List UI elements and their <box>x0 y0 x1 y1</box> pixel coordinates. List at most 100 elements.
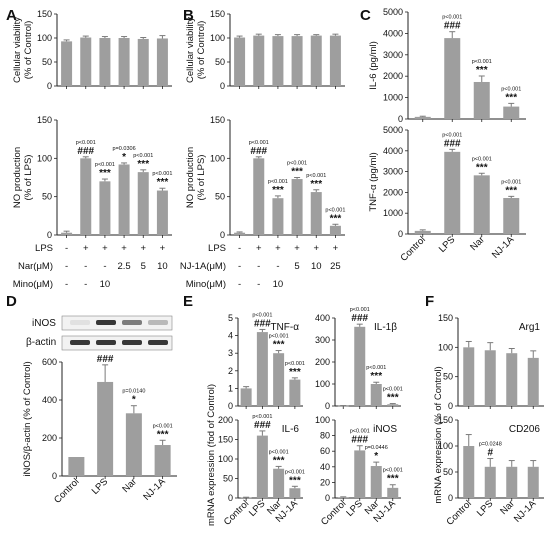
category-label: Control <box>222 498 251 527</box>
chart-e-il6: 050100150200IL-6###p<0.001***p<0.001***p… <box>218 414 305 528</box>
p-value-label: p<0.001 <box>252 312 272 318</box>
bar <box>256 435 268 498</box>
bar <box>273 353 285 406</box>
chart-title: CD206 <box>509 424 541 435</box>
p-value-label: p<0.001 <box>442 132 462 138</box>
y-axis-label: iNOS/β-actin (% of Control) <box>22 361 33 476</box>
e-shared-ylabel: mRNA expression (fod of Control) <box>206 384 217 526</box>
y-tick-label: 50 <box>42 57 52 67</box>
bar <box>484 466 496 498</box>
y-tick-label: 100 <box>438 342 453 352</box>
bar <box>354 450 366 498</box>
significance-mark: *** <box>505 185 517 196</box>
bar <box>444 38 461 119</box>
y-tick-label: 3000 <box>383 167 403 177</box>
y-tick-label: 1000 <box>383 208 403 218</box>
y-tick-label: 150 <box>438 313 453 323</box>
y-tick-label: 2000 <box>383 187 403 197</box>
y-tick-label: 150 <box>210 115 225 125</box>
bar <box>506 466 518 498</box>
significance-mark: ### <box>254 318 271 329</box>
blot-band <box>96 320 116 325</box>
y-tick-label: 150 <box>37 115 52 125</box>
significance-mark: *** <box>272 185 284 196</box>
p-value-label: p<0.001 <box>442 15 462 21</box>
y-tick-label: 20 <box>320 477 330 487</box>
bar <box>463 347 475 406</box>
bar <box>68 457 85 476</box>
significance-mark: * <box>122 152 126 163</box>
significance-mark: ### <box>97 354 114 365</box>
bar <box>370 466 382 498</box>
y-tick-label: 50 <box>42 192 52 202</box>
bar <box>234 37 246 86</box>
chart-e-inos: 020406080100iNOS###p<0.001*p=0.0446***p<… <box>315 415 403 528</box>
bar <box>253 158 265 235</box>
significance-mark: *** <box>387 393 399 404</box>
y-tick-label: 0 <box>228 493 233 503</box>
category-label: Control <box>319 498 348 527</box>
bar <box>503 106 520 119</box>
significance-mark: *** <box>310 179 322 190</box>
y-tick-label: 4000 <box>383 28 403 38</box>
y-tick-label: 0 <box>325 401 330 411</box>
y-tick-label: 0 <box>47 230 52 240</box>
bar <box>527 357 539 406</box>
y-tick-label: 600 <box>42 357 57 367</box>
condition-cell: 5 <box>294 261 299 272</box>
category-label: LPS <box>344 498 364 518</box>
significance-mark: *** <box>273 455 285 466</box>
bar <box>118 164 130 235</box>
y-tick-label: 300 <box>315 335 330 345</box>
bar <box>234 232 246 235</box>
p-value-label: p<0.001 <box>252 414 272 420</box>
significance-mark: *** <box>137 159 149 170</box>
bar <box>272 36 284 86</box>
y-tick-label: 100 <box>210 153 225 163</box>
condition-row-label: Mino(μM) <box>186 279 226 290</box>
blot-band <box>70 320 90 325</box>
bar <box>289 488 301 498</box>
panel-letter-d: D <box>6 293 17 310</box>
p-value-label: p<0.001 <box>152 171 172 177</box>
condition-row-label: LPS <box>208 243 226 254</box>
bar <box>80 158 92 235</box>
bar <box>387 404 399 406</box>
condition-cell: - <box>65 261 68 272</box>
condition-cell: - <box>238 243 241 254</box>
bar <box>414 116 431 119</box>
y-tick-label: 0 <box>228 401 233 411</box>
p-value-label: p<0.001 <box>472 59 492 65</box>
p-value-label: p<0.001 <box>95 162 115 168</box>
bar <box>463 446 475 498</box>
y-tick-label: 50 <box>215 57 225 67</box>
condition-cell: + <box>102 243 108 254</box>
condition-cell: - <box>65 279 68 290</box>
chart-e-tnf: 012345TNF-α###p<0.001***p<0.001***p<0.00… <box>228 312 305 411</box>
y-tick-label: 4 <box>228 331 233 341</box>
bar <box>506 353 518 406</box>
category-label: NJ-1A <box>490 234 517 261</box>
blot-band <box>70 340 90 345</box>
panel-letter-a: A <box>6 7 17 24</box>
p-value-label: p<0.001 <box>501 179 521 185</box>
y-tick-label: 2 <box>228 366 233 376</box>
bar <box>291 179 303 235</box>
significance-mark: ### <box>250 146 267 157</box>
significance-mark: *** <box>157 177 169 188</box>
p-value-label: p<0.001 <box>350 429 370 435</box>
y-axis-label: Cellular viability <box>12 17 23 83</box>
condition-cell: 10 <box>311 261 322 272</box>
condition-cell: + <box>275 243 281 254</box>
condition-cell: 10 <box>157 261 168 272</box>
y-axis-label: IL-6 (pg/ml) <box>368 41 379 90</box>
y-axis-label: (% of Control) <box>196 21 207 80</box>
y-tick-label: 0 <box>325 493 330 503</box>
p-value-label: p<0.001 <box>325 207 345 213</box>
p-value-label: p<0.001 <box>350 307 370 313</box>
significance-mark: *** <box>476 162 488 173</box>
bar <box>253 35 265 86</box>
